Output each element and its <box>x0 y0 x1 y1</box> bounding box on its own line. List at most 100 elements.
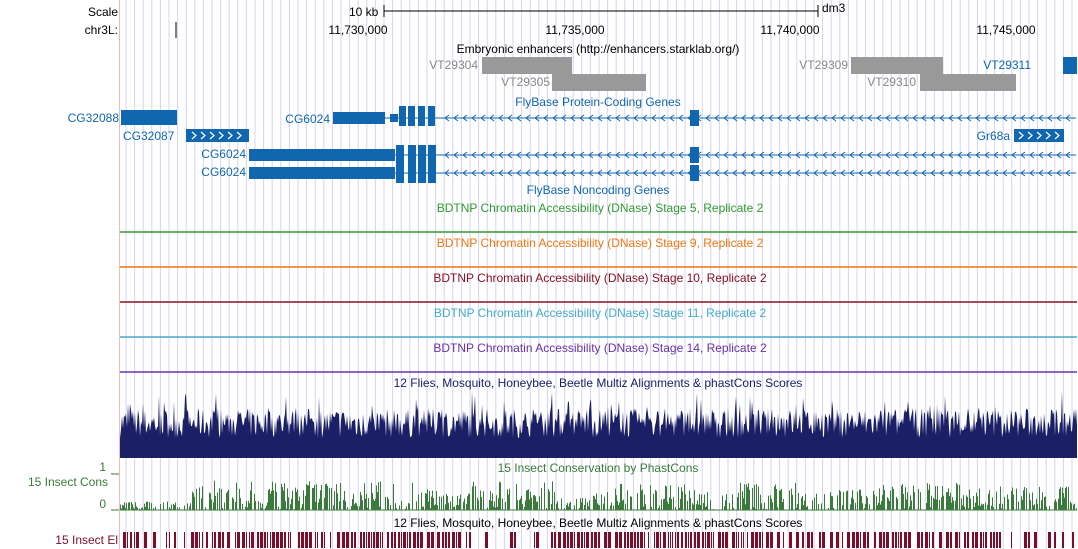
strand-arrow <box>480 169 486 177</box>
strand-arrow <box>660 114 666 122</box>
track-title-dnase-stage5[interactable]: BDTNP Chromatin Accessibility (DNase) St… <box>436 201 764 215</box>
position-tick-label: 11,730,000 <box>328 23 388 37</box>
phastcons-bar <box>576 499 577 510</box>
chrom-label: chr3L: <box>84 23 118 37</box>
track-title-insect-el[interactable]: 12 Flies, Mosquito, Honeybee, Beetle Mul… <box>393 516 803 530</box>
phastcons-bar <box>758 486 759 510</box>
phastcons-bar <box>658 507 659 510</box>
phastcons-bar <box>352 499 353 510</box>
phastcons-bar <box>992 497 993 510</box>
phastcons-bar <box>966 495 967 510</box>
phastcons-bar <box>617 500 618 510</box>
conserved-element <box>932 532 934 548</box>
strand-arrow <box>1038 114 1044 122</box>
gene-label[interactable]: CG32088 <box>67 111 119 125</box>
conserved-element <box>939 532 942 548</box>
phastcons-bar <box>1055 499 1056 510</box>
phastcons-bar <box>428 501 429 510</box>
conserved-element <box>1072 532 1074 548</box>
phastcons-bar <box>597 503 598 510</box>
phastcons-bar <box>142 507 143 510</box>
phastcons-bar <box>333 505 334 510</box>
conserved-element <box>783 532 784 548</box>
gene-label[interactable]: CG6024 <box>201 165 246 179</box>
phastcons-bar <box>650 485 651 510</box>
conserved-element <box>713 532 714 548</box>
strand-arrow <box>930 169 936 177</box>
enhancer-label[interactable]: VT29310 <box>867 75 916 89</box>
strand-arrow <box>1056 114 1062 122</box>
track-title-dnase-stage10[interactable]: BDTNP Chromatin Accessibility (DNase) St… <box>433 271 767 285</box>
enhancer-label[interactable]: VT29305 <box>501 75 550 89</box>
phastcons-bar <box>781 489 782 510</box>
phastcons-bar <box>930 507 931 510</box>
track-title-flybase-coding[interactable]: FlyBase Protein-Coding Genes <box>515 95 681 109</box>
phastcons-bar <box>850 504 851 510</box>
phastcons-bar <box>892 486 893 510</box>
phastcons-bar <box>804 500 805 510</box>
phastcons-bar <box>993 507 994 510</box>
phastcons-bar <box>961 498 962 510</box>
conserved-element <box>166 532 167 548</box>
phastcons-bar <box>149 502 150 510</box>
phastcons-bar <box>205 507 206 510</box>
gene-label[interactable]: CG6024 <box>285 112 330 126</box>
strand-arrow <box>786 151 792 159</box>
gene-label[interactable]: CG6024 <box>201 147 246 161</box>
gene-exon <box>333 112 385 124</box>
track-title-flybase-noncoding[interactable]: FlyBase Noncoding Genes <box>526 183 670 197</box>
phastcons-bar <box>375 498 376 510</box>
strand-arrow <box>678 151 684 159</box>
enhancer-block <box>920 74 1016 91</box>
phastcons-bar <box>480 490 481 510</box>
track-title-multiz[interactable]: 12 Flies, Mosquito, Honeybee, Beetle Mul… <box>393 376 803 390</box>
conserved-element <box>975 532 978 548</box>
phastcons-bar <box>1039 486 1040 510</box>
position-tick-label: 11,735,000 <box>545 23 605 37</box>
gene-label[interactable]: Gr68a <box>976 129 1010 143</box>
side-label-insect-cons[interactable]: 15 Insect Cons <box>27 475 108 489</box>
phastcons-bar <box>160 504 161 510</box>
conserved-element <box>766 532 769 548</box>
phastcons-bar <box>913 485 914 510</box>
phastcons-bar <box>133 507 134 510</box>
conserved-element <box>637 532 639 548</box>
track-title-dnase-stage11[interactable]: BDTNP Chromatin Accessibility (DNase) St… <box>433 306 767 320</box>
strand-arrow <box>984 114 990 122</box>
conserved-element <box>409 532 411 548</box>
phastcons-bar <box>616 495 617 510</box>
strand-arrow <box>453 114 459 122</box>
phastcons-bar <box>1049 506 1050 510</box>
phastcons-bar <box>806 507 807 510</box>
phastcons-bar <box>396 508 397 510</box>
phastcons-bar <box>1008 499 1009 510</box>
phastcons-bar <box>953 500 954 510</box>
phastcons-bar <box>909 506 910 510</box>
side-label-insect-el[interactable]: 15 Insect El <box>55 533 118 547</box>
enhancer-label[interactable]: VT29309 <box>799 58 848 72</box>
phastcons-bar <box>818 504 819 510</box>
conserved-element <box>722 532 724 548</box>
phastcons-bar <box>334 491 335 510</box>
gene-exon <box>249 167 395 179</box>
phastcons-bar <box>611 502 612 510</box>
gene-label[interactable]: CG32087 <box>123 129 175 143</box>
conserved-element <box>456 532 457 548</box>
enhancer-label[interactable]: VT29304 <box>429 58 478 72</box>
conserved-element <box>563 532 566 548</box>
phastcons-bar <box>967 496 968 510</box>
track-title-dnase-stage14[interactable]: BDTNP Chromatin Accessibility (DNase) St… <box>433 341 767 355</box>
conserved-element <box>598 532 600 548</box>
strand-arrow <box>489 169 495 177</box>
phastcons-bar <box>430 508 431 510</box>
phastcons-bar <box>526 490 527 510</box>
strand-arrow <box>957 114 963 122</box>
phastcons-bar <box>536 501 537 510</box>
track-title-insect-cons[interactable]: 15 Insect Conservation by PhastCons <box>497 461 699 475</box>
phastcons-bar <box>603 503 604 510</box>
track-title-dnase-stage9[interactable]: BDTNP Chromatin Accessibility (DNase) St… <box>436 236 764 250</box>
enhancer-label[interactable]: VT29311 <box>983 58 1031 72</box>
track-title-enhancers[interactable]: Embryonic enhancers (http://enhancers.st… <box>456 42 740 56</box>
phastcons-bar <box>615 488 616 510</box>
